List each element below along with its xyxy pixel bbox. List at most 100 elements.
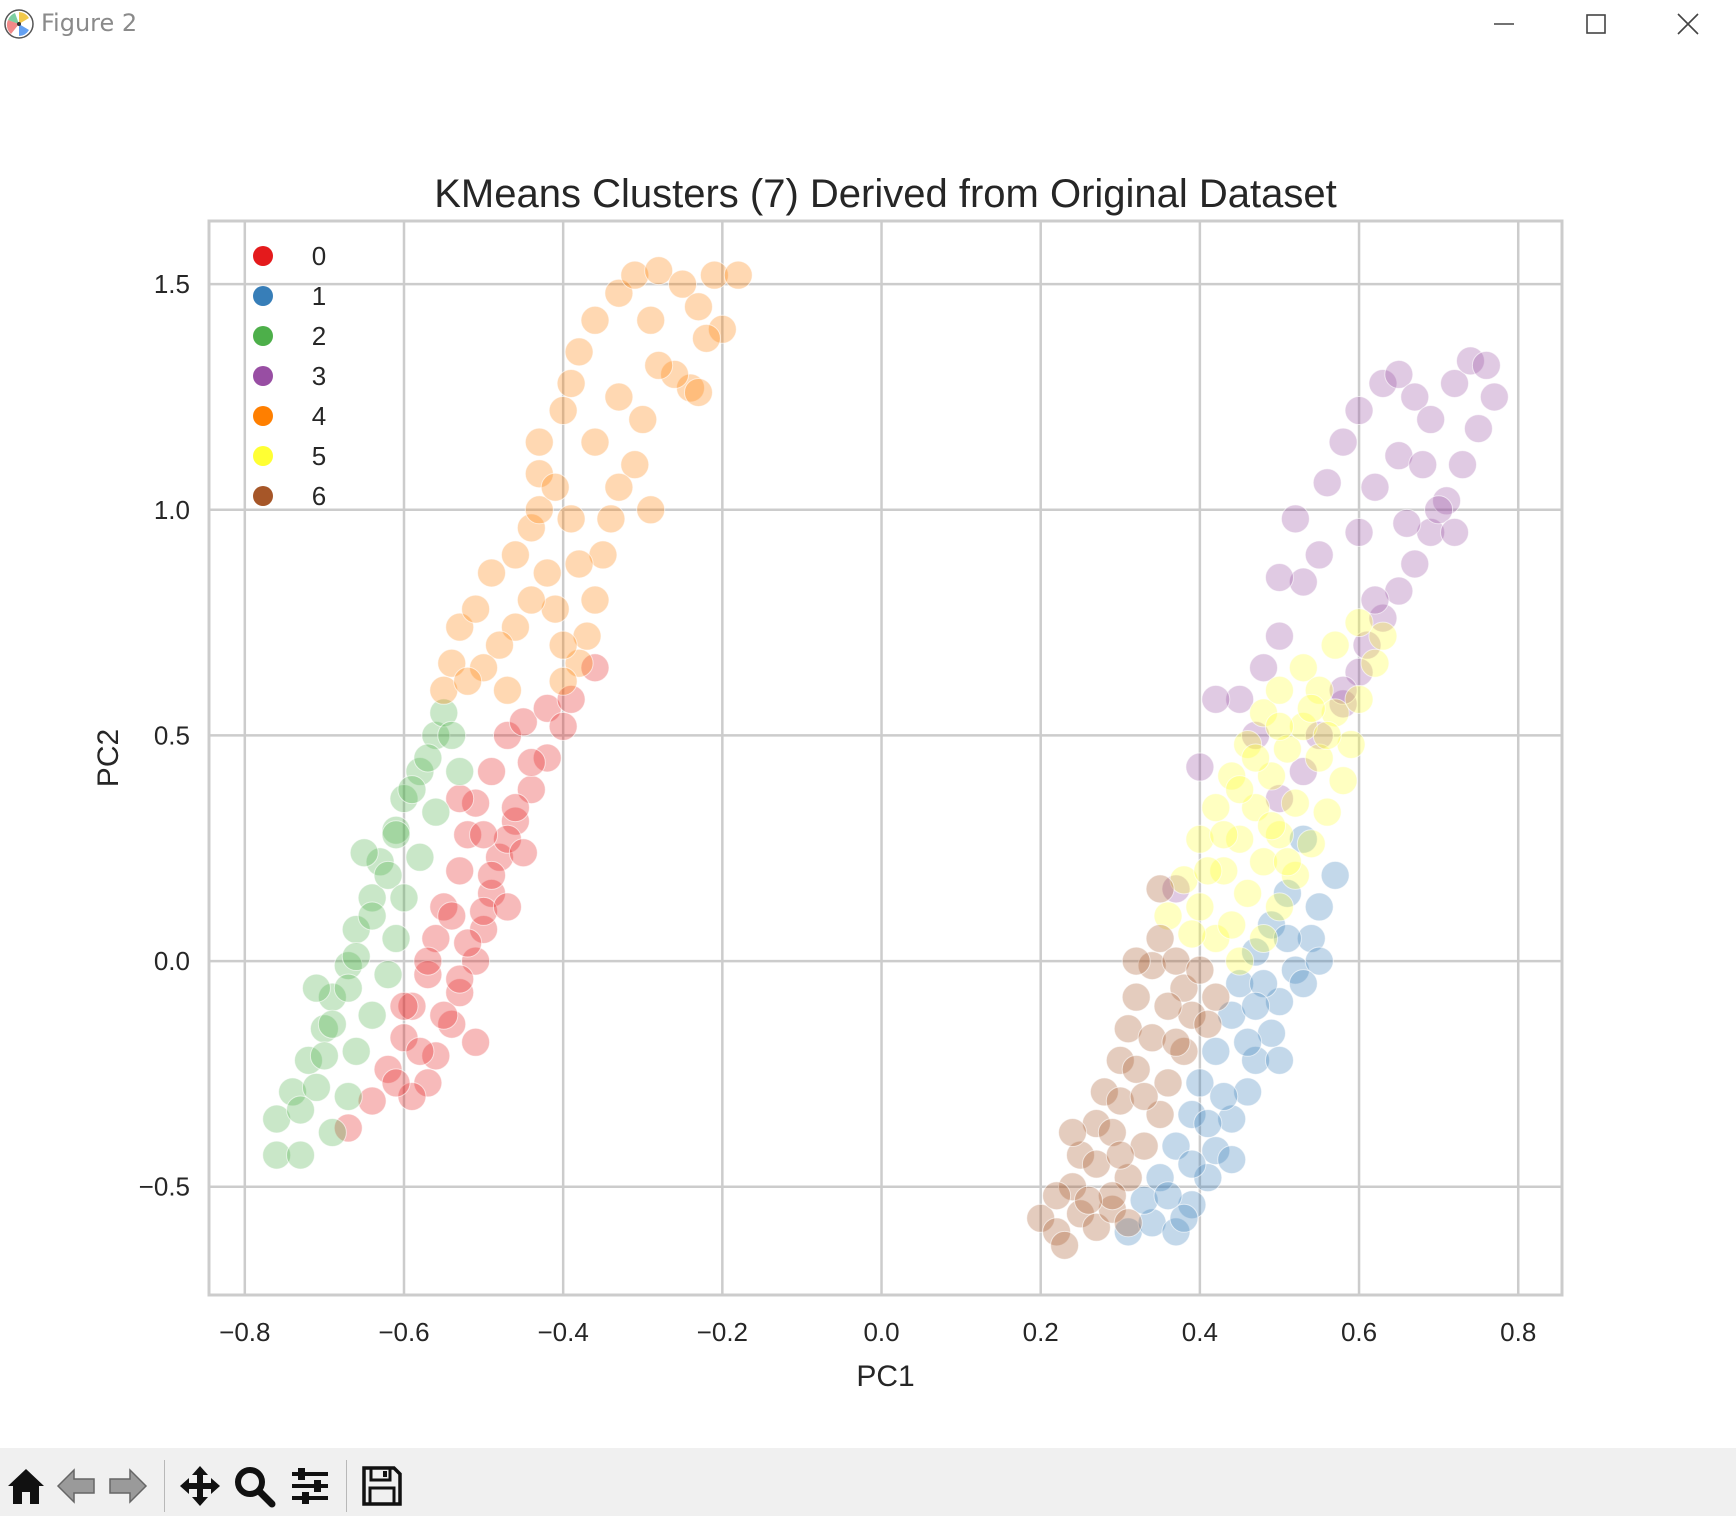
- cluster-4-point: [516, 513, 546, 543]
- cluster-5-point: [1264, 892, 1294, 922]
- cluster-2-point: [333, 951, 363, 981]
- cluster-1-point: [1201, 1036, 1231, 1066]
- close-button[interactable]: [1642, 0, 1734, 48]
- cluster-1-point: [1137, 1208, 1167, 1238]
- cluster-2-point: [333, 973, 363, 1003]
- cluster-2-point: [357, 901, 387, 931]
- cluster-6-point: [1169, 1036, 1199, 1066]
- cluster-6-point: [1081, 1109, 1111, 1139]
- cluster-3-point: [1463, 414, 1493, 444]
- forward-button[interactable]: [102, 1460, 154, 1512]
- cluster-4-point: [636, 495, 666, 525]
- x-tick-label: 0.2: [1023, 1317, 1059, 1347]
- cluster-3-point: [1344, 517, 1374, 547]
- maximize-button[interactable]: [1550, 0, 1642, 48]
- legend-marker-3: [253, 366, 273, 386]
- cluster-3-point: [1352, 630, 1382, 660]
- y-axis-label: PC2: [92, 729, 125, 787]
- forward-arrow-icon: [109, 1468, 148, 1504]
- home-button[interactable]: [0, 1460, 52, 1512]
- cluster-4-point: [564, 337, 594, 367]
- legend-marker-1: [253, 286, 273, 306]
- cluster-3-point: [1440, 517, 1470, 547]
- legend-marker-4: [253, 406, 273, 426]
- cluster-1-point: [1264, 1045, 1294, 1075]
- cluster-6-point: [1129, 1081, 1159, 1111]
- cluster-6-point: [1113, 1014, 1143, 1044]
- legend-label: 3: [312, 361, 326, 391]
- cluster-4-point: [628, 405, 658, 435]
- cluster-1-point: [1257, 1018, 1287, 1048]
- cluster-0-point: [389, 991, 419, 1021]
- cluster-4-point: [564, 549, 594, 579]
- cluster-6-point: [1201, 982, 1231, 1012]
- y-tick-label: 0.0: [154, 946, 190, 976]
- cluster-3-point: [1344, 396, 1374, 426]
- cluster-2-point: [341, 1036, 371, 1066]
- cluster-5-point: [1177, 919, 1207, 949]
- cluster-1-point: [1241, 1045, 1271, 1075]
- zoom-button[interactable]: [228, 1460, 280, 1512]
- cluster-3-point: [1225, 684, 1255, 714]
- cluster-2-point: [309, 1014, 339, 1044]
- legend-marker-2: [253, 326, 273, 346]
- cluster-5-point: [1217, 910, 1247, 940]
- cluster-4-point: [453, 666, 483, 696]
- cluster-6-point: [1145, 874, 1175, 904]
- cluster-4-point: [580, 427, 610, 457]
- cluster-5-point: [1280, 788, 1310, 818]
- cluster-1-point: [1217, 1104, 1247, 1134]
- cluster-4-point: [572, 621, 602, 651]
- cluster-2-point: [349, 838, 379, 868]
- configure-subplots-button[interactable]: [284, 1460, 336, 1512]
- cluster-1-point: [1153, 1181, 1183, 1211]
- cluster-4-point: [691, 323, 721, 353]
- cluster-6-point: [1105, 1086, 1135, 1116]
- scatter-points: [262, 256, 1509, 1260]
- cluster-5-point: [1233, 729, 1263, 759]
- cluster-3-point: [1392, 508, 1422, 538]
- cluster-3-point: [1400, 549, 1430, 579]
- cluster-1-point: [1288, 969, 1318, 999]
- back-button[interactable]: [50, 1460, 102, 1512]
- pan-button[interactable]: [174, 1460, 226, 1512]
- cluster-6-point: [1097, 1118, 1127, 1148]
- cluster-4-point: [540, 594, 570, 624]
- pan-move-icon: [180, 1466, 220, 1506]
- cluster-6-point: [1113, 1208, 1143, 1238]
- x-axis-label: PC1: [856, 1360, 914, 1393]
- cluster-1-point: [1225, 969, 1255, 999]
- cluster-1-point: [1241, 991, 1271, 1021]
- cluster-5-point: [1288, 711, 1318, 741]
- axes-frame: [207, 219, 1564, 1297]
- cluster-6-point: [1097, 1181, 1127, 1211]
- save-button[interactable]: [356, 1460, 408, 1512]
- cluster-6-point: [1089, 1077, 1119, 1107]
- cluster-0-point: [461, 788, 491, 818]
- cluster-0-point: [445, 856, 475, 886]
- cluster-5-point: [1264, 820, 1294, 850]
- cluster-2-point: [286, 1140, 316, 1170]
- cluster-4-point: [556, 504, 586, 534]
- cluster-4-point: [723, 260, 753, 290]
- cluster-3-point: [1479, 382, 1509, 412]
- cluster-3-point: [1304, 540, 1334, 570]
- cluster-1-point: [1129, 1185, 1159, 1215]
- minimize-button[interactable]: [1458, 0, 1550, 48]
- y-tick-label: 1.5: [154, 269, 190, 299]
- legend-marker-0: [253, 246, 273, 266]
- cluster-3-point: [1161, 874, 1191, 904]
- cluster-4-point: [668, 269, 698, 299]
- cluster-0-point: [421, 1041, 451, 1071]
- cluster-5-point: [1368, 621, 1398, 651]
- cluster-3-point: [1264, 562, 1294, 592]
- cluster-5-point: [1185, 824, 1215, 854]
- cluster-3-point: [1280, 504, 1310, 534]
- cluster-0-point: [484, 842, 514, 872]
- cluster-3-point: [1384, 359, 1414, 389]
- cluster-6-point: [1129, 1131, 1159, 1161]
- cluster-1-point: [1233, 1077, 1263, 1107]
- cluster-5-point: [1241, 743, 1271, 773]
- cluster-1-point: [1177, 1149, 1207, 1179]
- cluster-2-point: [405, 757, 435, 787]
